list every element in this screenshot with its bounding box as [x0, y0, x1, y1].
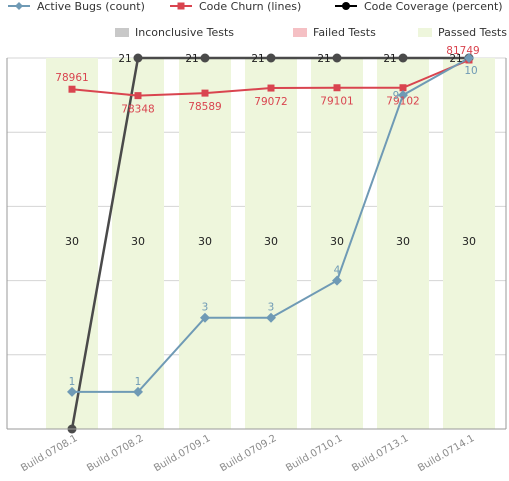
bugs-point: [133, 386, 143, 397]
passed-tests-label: 30: [198, 235, 212, 248]
churn-label: 79072: [254, 96, 287, 108]
bugs-point: [67, 386, 77, 397]
bugs-label: 4: [334, 265, 341, 277]
coverage-label: 21: [118, 53, 131, 65]
data-labels: 21 21 21 21 21 21 78961 78348 78589 79072 79101 791…: [55, 45, 479, 388]
churn-point: [134, 92, 142, 100]
churn-label: 78961: [55, 72, 88, 84]
bugs-label: 3: [202, 302, 209, 314]
legend-marker: [15, 2, 23, 10]
x-tick-label: Build.0710.1: [284, 433, 344, 474]
bugs-label: 10: [464, 65, 477, 77]
bugs-label: 3: [268, 302, 275, 314]
passed-tests-label: 30: [462, 235, 476, 248]
legend-swatch: [115, 28, 129, 37]
axes: [6, 58, 507, 430]
coverage-point: [332, 53, 342, 63]
legend-item-0[interactable]: Active Bugs (count): [8, 0, 145, 13]
churn-label: 79101: [320, 96, 353, 108]
coverage-point: [133, 53, 143, 63]
legend-marker: [177, 2, 185, 10]
bugs-point: [200, 312, 210, 323]
passed-tests-label: 30: [264, 235, 278, 248]
x-tick-label: Build.0709.2: [218, 433, 278, 474]
legend-marker: [342, 2, 350, 10]
legend-label: Code Coverage (percent): [364, 0, 503, 13]
passed-tests-bar: [46, 58, 98, 429]
coverage-point: [200, 53, 210, 63]
coverage-label: 21: [449, 53, 462, 65]
churn-point: [333, 84, 341, 92]
churn-point: [399, 84, 407, 92]
passed-tests-bar: [443, 58, 495, 429]
legend-item-2[interactable]: Code Coverage (percent): [335, 0, 503, 13]
bugs-point: [398, 90, 408, 101]
passed-tests-label: 30: [396, 235, 410, 248]
passed-tests-label: 30: [131, 235, 145, 248]
bugs-point: [332, 275, 342, 286]
bugs-label: 1: [135, 376, 142, 388]
passed-tests-bar: [179, 58, 231, 429]
passed-tests-label: 30: [65, 235, 79, 248]
passed-tests-bar: [245, 58, 297, 429]
churn-label: 81749: [446, 45, 479, 57]
legend-label: Active Bugs (count): [37, 0, 145, 13]
legend-item-5[interactable]: Passed Tests: [418, 26, 507, 39]
legend-swatch: [418, 28, 432, 37]
x-tick-label: Build.0713.1: [350, 433, 410, 474]
passed-test-bars: [46, 58, 495, 429]
churn-label: 78348: [121, 104, 154, 116]
churn-point: [267, 84, 275, 92]
x-tick-label: Build.0708.2: [85, 433, 145, 474]
bugs-label: 9: [393, 90, 400, 102]
legend-label: Inconclusive Tests: [135, 26, 234, 39]
legend-label: Passed Tests: [438, 26, 507, 39]
x-tick-label: Build.0709.1: [152, 433, 212, 474]
x-tick-label: Build.0708.1: [19, 433, 79, 474]
churn-label: 79102: [386, 96, 419, 108]
passed-tests-bar: [311, 58, 363, 429]
legend: Active Bugs (count) Code Churn (lines) Cod…: [8, 0, 507, 39]
legend-label: Code Churn (lines): [199, 0, 301, 13]
legend-item-1[interactable]: Code Churn (lines): [170, 0, 301, 13]
passed-test-labels: 30 30 30 30 30 30 30: [65, 235, 476, 248]
coverage-point: [398, 53, 408, 63]
coverage-point: [266, 53, 276, 63]
passed-tests-bar: [377, 58, 429, 429]
legend-swatch: [293, 28, 307, 37]
x-tick-label: Build.0714.1: [416, 433, 476, 474]
legend-item-4[interactable]: Failed Tests: [293, 26, 376, 39]
coverage-label: 21: [185, 53, 198, 65]
coverage-label: 21: [383, 53, 396, 65]
churn-label: 78589: [188, 101, 221, 113]
bugs-point: [464, 53, 474, 63]
coverage-label: 21: [317, 53, 330, 65]
churn-point: [201, 89, 209, 97]
passed-tests-label: 30: [330, 235, 344, 248]
legend-item-3[interactable]: Inconclusive Tests: [115, 26, 234, 39]
passed-tests-bar: [112, 58, 164, 429]
bugs-point: [266, 312, 276, 323]
churn-point: [68, 85, 76, 93]
bugs-label: 1: [69, 376, 76, 388]
coverage-label: 21: [251, 53, 264, 65]
legend-label: Failed Tests: [313, 26, 376, 39]
x-tick-labels: Build.0708.1 Build.0708.2 Build.0709.1 Buil…: [19, 433, 476, 474]
